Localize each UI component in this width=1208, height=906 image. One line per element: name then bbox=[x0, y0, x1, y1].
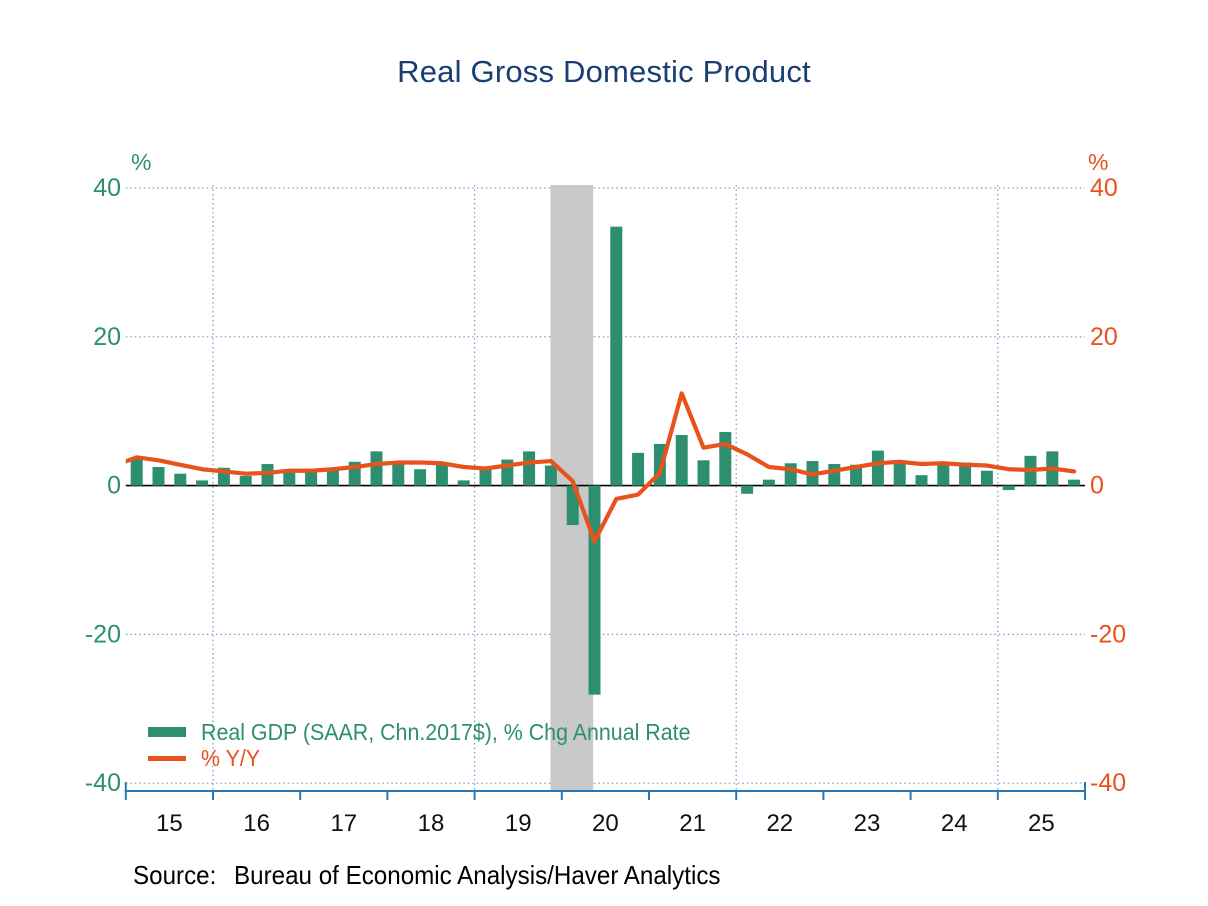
gdp-bar-2017Q4 bbox=[370, 451, 383, 486]
gdp-bar-2015Q2 bbox=[152, 467, 165, 486]
gdp-bar-2021Q2 bbox=[675, 435, 688, 486]
gdp-bar-2024Q1 bbox=[915, 475, 928, 486]
x-tick-label-24: 24 bbox=[941, 810, 968, 837]
x-tick-label-18: 18 bbox=[418, 810, 445, 837]
chart-title: Real Gross Domestic Product bbox=[397, 54, 811, 89]
source-line: Source: Bureau of Economic Analysis/Haver… bbox=[133, 860, 721, 891]
gdp-bar-2024Q3 bbox=[959, 462, 972, 486]
gdp-bar-2025Q1 bbox=[1002, 485, 1015, 491]
gdp-bar-2021Q4 bbox=[719, 432, 732, 486]
gdp-legend-label: Real GDP (SAAR, Chn.2017$), % Chg Annual… bbox=[201, 718, 691, 745]
x-tick-label-17: 17 bbox=[330, 810, 357, 837]
gdp-bar-swatch bbox=[148, 727, 186, 737]
gdp-bar-2021Q3 bbox=[697, 460, 710, 486]
y-tick-right--40: -40 bbox=[1090, 769, 1126, 797]
gdp-bar-2020Q4 bbox=[632, 452, 645, 486]
y-tick-left-0: 0 bbox=[107, 472, 121, 500]
gdp-bar-2024Q4 bbox=[980, 470, 993, 486]
gdp-bar-2017Q1 bbox=[305, 470, 318, 486]
legend: Real GDP (SAAR, Chn.2017$), % Chg Annual… bbox=[148, 719, 727, 771]
gdp-bar-2023Q2 bbox=[850, 464, 863, 486]
gdp-bar-2022Q1 bbox=[741, 485, 754, 494]
x-tick-label-22: 22 bbox=[766, 810, 793, 837]
x-tick-label-16: 16 bbox=[243, 810, 270, 837]
legend-row-yoy: % Y/Y bbox=[148, 745, 727, 771]
source-text: Bureau of Economic Analysis/Haver Analyt… bbox=[234, 860, 721, 890]
gdp-bar-2022Q3 bbox=[784, 463, 797, 486]
gdp-bar-2020Q2 bbox=[588, 485, 601, 695]
gdp-bar-2016Q2 bbox=[239, 475, 252, 486]
y-tick-right--20: -20 bbox=[1090, 620, 1126, 648]
y-axis-unit-left: % bbox=[131, 149, 152, 175]
gdp-bar-2020Q3 bbox=[610, 226, 623, 486]
y-tick-left--20: -20 bbox=[85, 620, 121, 648]
gdp-bar-2018Q1 bbox=[392, 463, 405, 486]
y-tick-right-20: 20 bbox=[1090, 323, 1118, 351]
y-tick-left-40: 40 bbox=[93, 174, 121, 202]
gdp-bar-2019Q1 bbox=[479, 467, 492, 486]
gdp-bar-2024Q2 bbox=[937, 461, 950, 486]
gdp-bar-2018Q2 bbox=[414, 469, 427, 486]
yoy-line-swatch bbox=[148, 755, 186, 761]
y-tick-left-20: 20 bbox=[93, 323, 121, 351]
x-tick-label-15: 15 bbox=[156, 810, 183, 837]
gdp-bar-2017Q2 bbox=[326, 468, 339, 486]
x-tick-label-20: 20 bbox=[592, 810, 619, 837]
gdp-bar-2018Q4 bbox=[457, 480, 470, 486]
source-label: Source: bbox=[133, 860, 217, 890]
y-tick-right-40: 40 bbox=[1090, 174, 1118, 202]
gdp-bar-2022Q2 bbox=[762, 479, 775, 486]
gdp-bar-2015Q4 bbox=[196, 480, 209, 486]
legend-row-gdp: Real GDP (SAAR, Chn.2017$), % Chg Annual… bbox=[148, 719, 727, 745]
gdp-bar-2019Q4 bbox=[544, 465, 557, 486]
x-tick-label-21: 21 bbox=[679, 810, 706, 837]
y-tick-right-0: 0 bbox=[1090, 472, 1104, 500]
y-tick-left--40: -40 bbox=[85, 769, 121, 797]
yoy-legend-label: % Y/Y bbox=[201, 744, 261, 771]
gdp-bar-2015Q3 bbox=[174, 473, 187, 486]
gdp-bar-2019Q3 bbox=[523, 451, 536, 486]
yoy-line bbox=[125, 391, 1077, 544]
x-tick-label-23: 23 bbox=[854, 810, 881, 837]
gdp-bar-2025Q4 bbox=[1068, 479, 1081, 486]
gdp-bar-2018Q3 bbox=[435, 464, 448, 486]
gdp-bar-2023Q3 bbox=[871, 450, 884, 486]
x-tick-label-25: 25 bbox=[1028, 810, 1055, 837]
gdp-bar-2015Q1 bbox=[130, 458, 143, 486]
gdp-bar-2016Q4 bbox=[283, 469, 296, 486]
x-tick-label-19: 19 bbox=[505, 810, 532, 837]
y-axis-unit-right: % bbox=[1088, 149, 1109, 175]
gdp-bar-2023Q4 bbox=[893, 460, 906, 486]
gdp-bar-2023Q1 bbox=[828, 464, 841, 486]
